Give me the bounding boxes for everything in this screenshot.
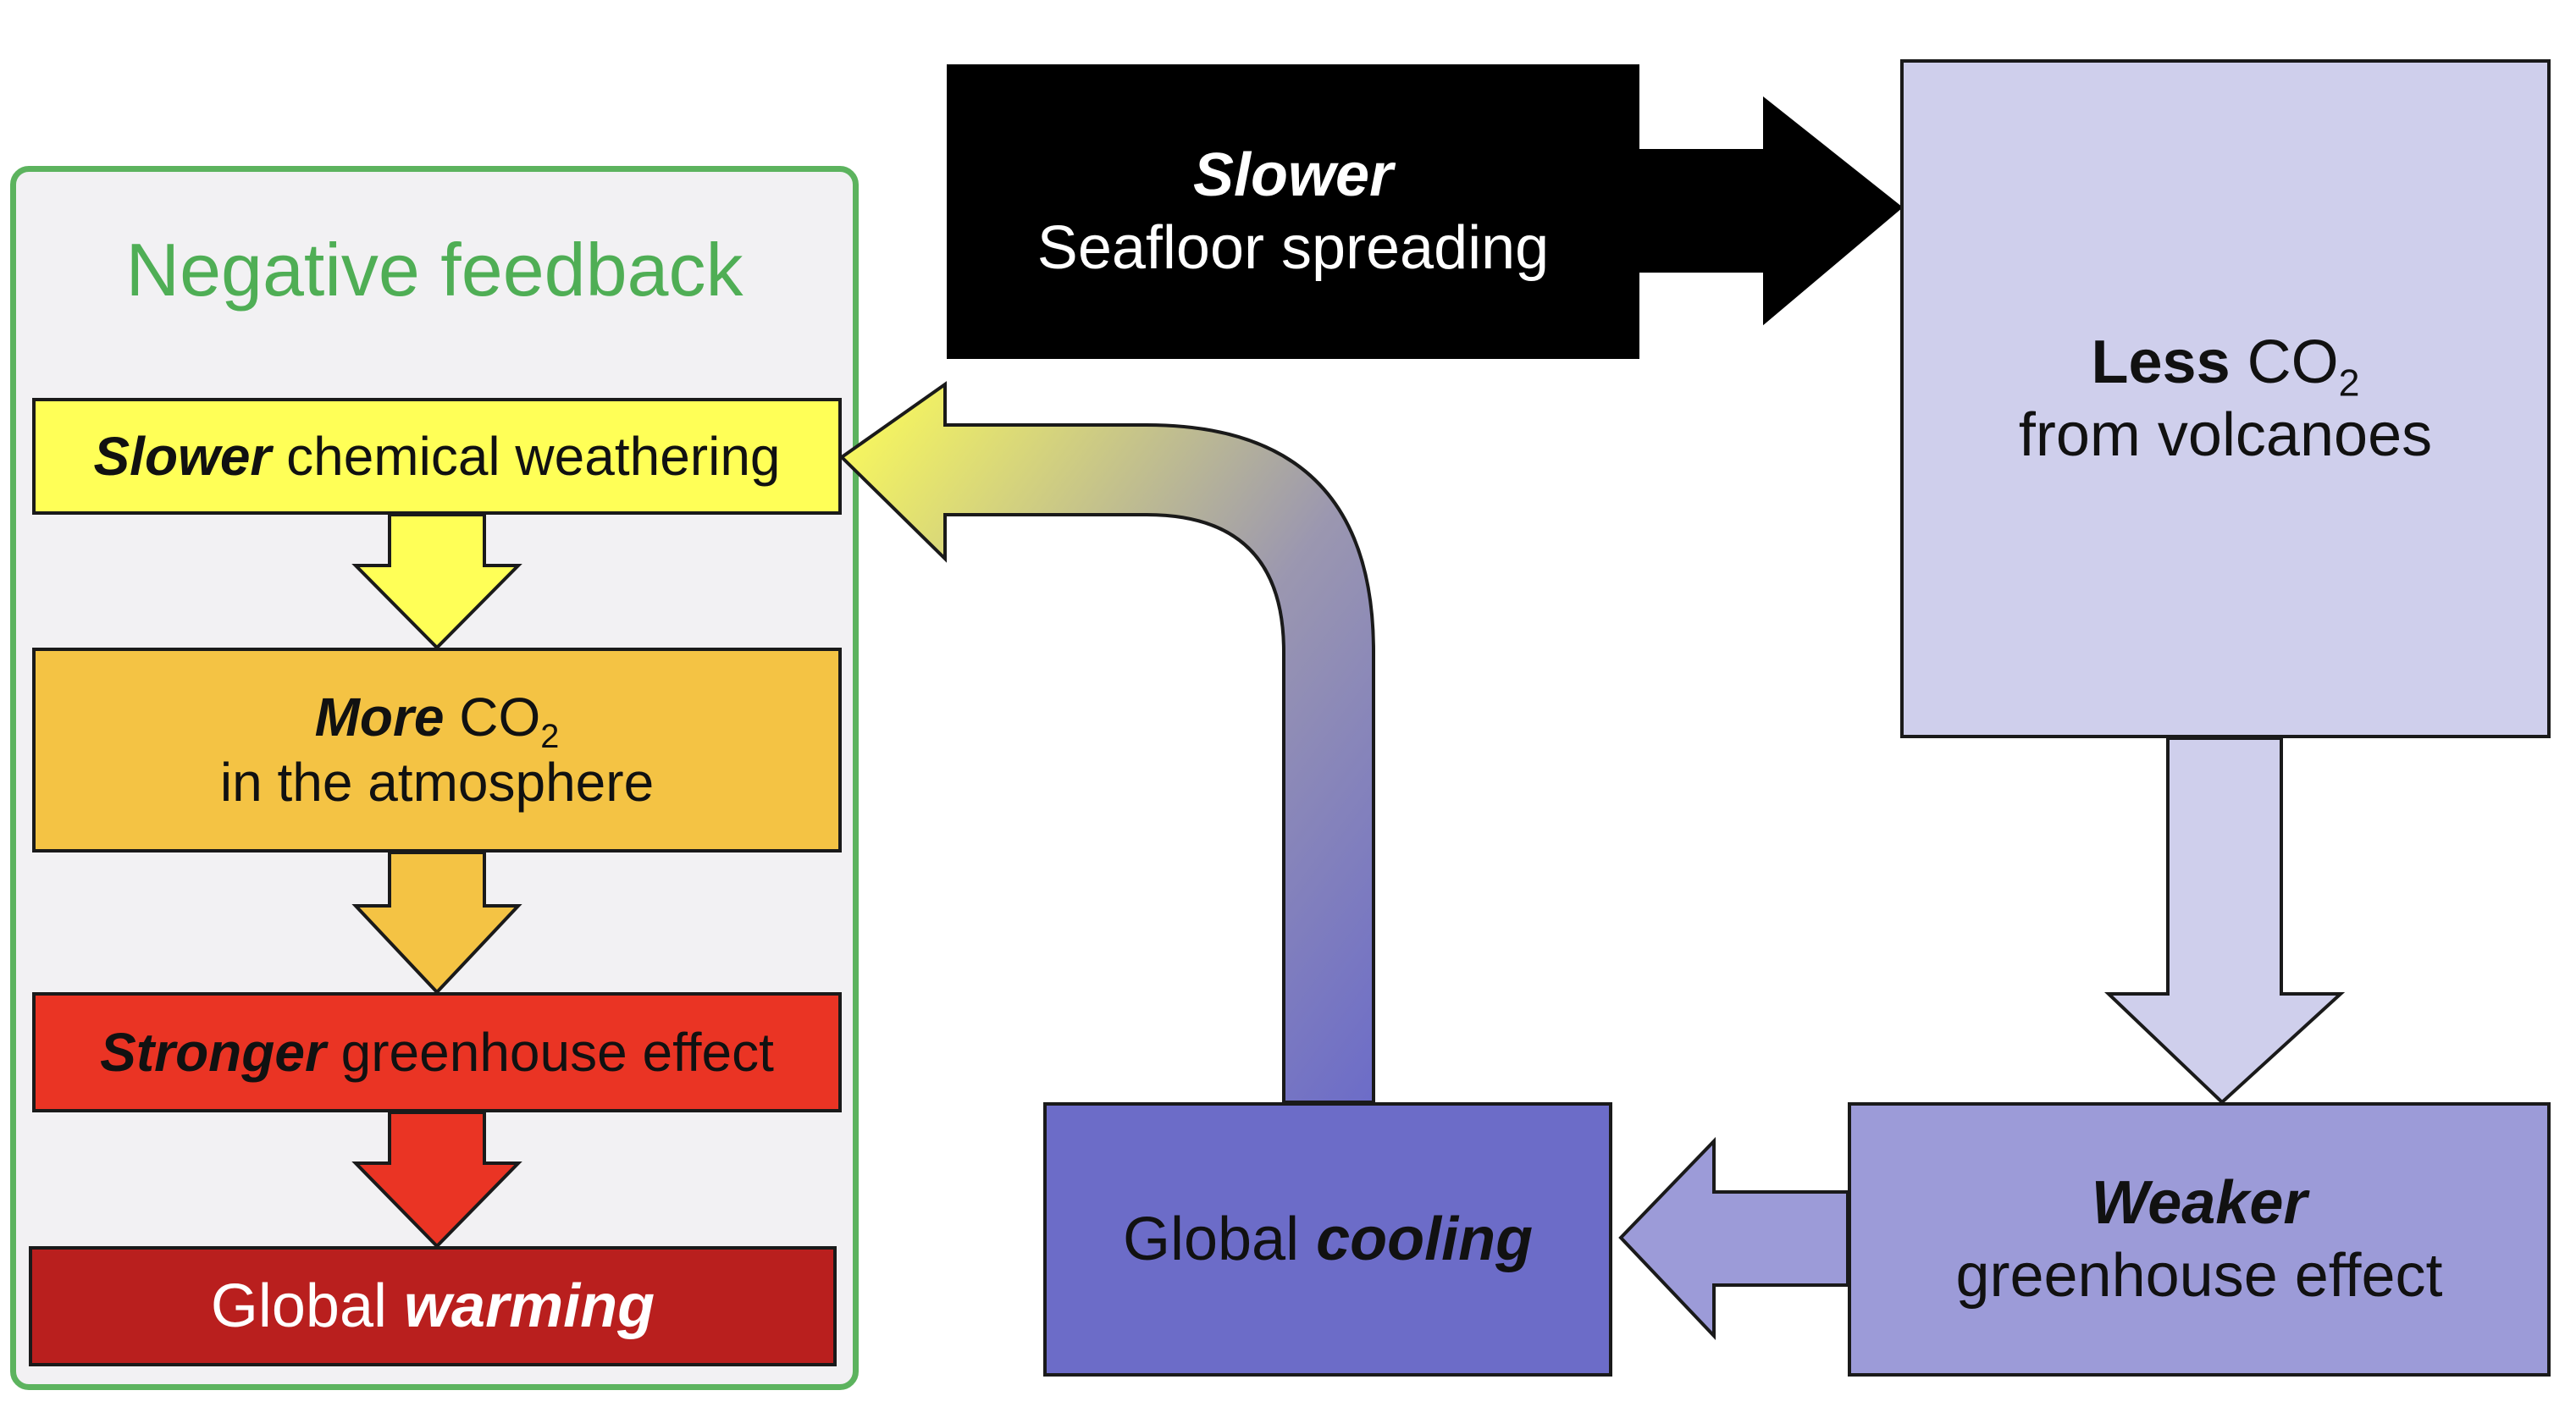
emphasis-text: More bbox=[314, 687, 445, 748]
emphasis-text: Stronger bbox=[100, 1021, 326, 1083]
box-text-line2: Seafloor spreading bbox=[1036, 214, 1550, 282]
subscript: 2 bbox=[2338, 362, 2360, 405]
arrow-left-periwinkle bbox=[1618, 1137, 1849, 1341]
panel-title: Negative feedback bbox=[125, 228, 744, 312]
global-cooling-box: Global cooling bbox=[1043, 1102, 1612, 1377]
stronger-greenhouse-box: Stronger greenhouse effect bbox=[32, 992, 842, 1112]
arrow-curved-gradient bbox=[838, 381, 1375, 1104]
emphasis-text: cooling bbox=[1316, 1205, 1534, 1273]
box-text: CO bbox=[2230, 328, 2339, 396]
box-text: chemical weathering bbox=[271, 425, 781, 487]
box-text-line2: from volcanoes bbox=[2018, 401, 2433, 469]
more-co2-box: More CO2 in the atmosphere bbox=[32, 648, 842, 852]
emphasis-text: warming bbox=[404, 1272, 655, 1340]
emphasis-text: Less bbox=[2091, 328, 2231, 396]
weaker-greenhouse-box: Weaker greenhouse effect bbox=[1848, 1102, 2551, 1377]
arrow-down-orange bbox=[351, 851, 522, 995]
slower-seafloor-spreading-box: Slower Seafloor spreading bbox=[947, 64, 1639, 359]
subscript: 2 bbox=[540, 718, 560, 756]
box-text: Global bbox=[210, 1272, 405, 1340]
box-text: greenhouse effect bbox=[325, 1021, 774, 1083]
less-co2-volcanoes-box: Less CO2 from volcanoes bbox=[1900, 59, 2551, 738]
box-text-line2: in the atmosphere bbox=[219, 752, 655, 813]
box-text: CO bbox=[444, 687, 541, 748]
emphasis-text: Slower bbox=[1192, 141, 1394, 209]
box-text-line2: greenhouse effect bbox=[1955, 1242, 2443, 1310]
emphasis-text: Weaker bbox=[2091, 1168, 2308, 1237]
global-warming-box: Global warming bbox=[29, 1246, 837, 1366]
arrow-down-lavender bbox=[2104, 737, 2346, 1105]
emphasis-text: Slower bbox=[93, 425, 272, 487]
arrow-down-yellow bbox=[351, 513, 522, 650]
box-text: Global bbox=[1122, 1205, 1317, 1273]
slower-chemical-weathering-box: Slower chemical weathering bbox=[32, 398, 842, 515]
arrow-right-black bbox=[1638, 96, 1904, 326]
arrow-down-red bbox=[351, 1111, 522, 1249]
